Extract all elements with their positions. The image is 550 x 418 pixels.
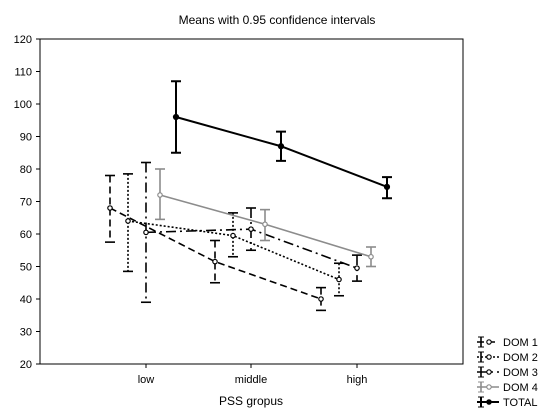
legend-item: DOM 4 (477, 381, 538, 394)
series-total (171, 80, 392, 200)
legend-label: DOM 4 (503, 382, 538, 394)
data-point (125, 218, 131, 224)
legend-swatch-marker (486, 354, 492, 360)
series-layer (105, 80, 392, 312)
x-tick-label: high (347, 374, 368, 386)
y-tick-label: 60 (20, 229, 32, 241)
y-tick-label: 70 (20, 197, 32, 209)
legend-swatch-marker (486, 399, 492, 405)
legend-label: TOTAL (503, 397, 537, 409)
legend-label: DOM 2 (503, 352, 538, 364)
y-tick-label: 90 (20, 132, 32, 144)
x-axis: low middle high (138, 364, 368, 386)
legend: DOM 1 DOM 2 DOM 3 DOM 4 TOTAL (477, 336, 538, 409)
data-point (143, 229, 149, 236)
legend-swatch-marker (486, 339, 492, 345)
data-point (262, 221, 268, 228)
data-point (172, 113, 180, 121)
y-tick-label: 110 (14, 67, 32, 79)
data-point (354, 265, 360, 271)
chart-title: Means with 0.95 confidence intervals (179, 13, 376, 27)
series-dom-1 (105, 174, 326, 312)
legend-label: DOM 3 (503, 367, 538, 379)
legend-item: DOM 1 (477, 336, 538, 349)
series-line (109, 207, 322, 300)
legend-item: TOTAL (477, 396, 537, 409)
y-tick-label: 30 (20, 327, 32, 339)
legend-swatch-marker (486, 384, 492, 390)
data-point (383, 183, 391, 190)
data-point (107, 205, 113, 211)
data-point (368, 253, 374, 260)
y-axis: 20 30 40 50 60 70 80 90 100 110 120 (14, 34, 40, 371)
y-tick-label: 40 (20, 294, 32, 306)
x-tick-label: middle (235, 374, 267, 386)
y-tick-label: 100 (14, 99, 32, 111)
series-dom-4 (155, 168, 376, 268)
legend-item: DOM 2 (477, 351, 538, 364)
x-axis-title: PSS gropus (219, 394, 283, 408)
x-tick-label: low (138, 374, 155, 386)
y-tick-label: 50 (20, 262, 32, 274)
data-point (277, 143, 285, 150)
y-tick-label: 120 (14, 34, 32, 46)
data-point (230, 232, 236, 239)
y-tick-label: 20 (20, 359, 32, 371)
y-tick-label: 80 (20, 164, 32, 176)
legend-swatch-marker (486, 369, 492, 375)
legend-label: DOM 1 (503, 337, 538, 349)
data-point (157, 192, 163, 198)
data-point (318, 296, 324, 302)
series-dom-2 (123, 173, 344, 297)
data-point (212, 258, 218, 265)
data-point (336, 276, 342, 283)
data-point (248, 226, 254, 232)
series-dom-3 (141, 161, 362, 304)
legend-item: DOM 3 (477, 366, 538, 379)
